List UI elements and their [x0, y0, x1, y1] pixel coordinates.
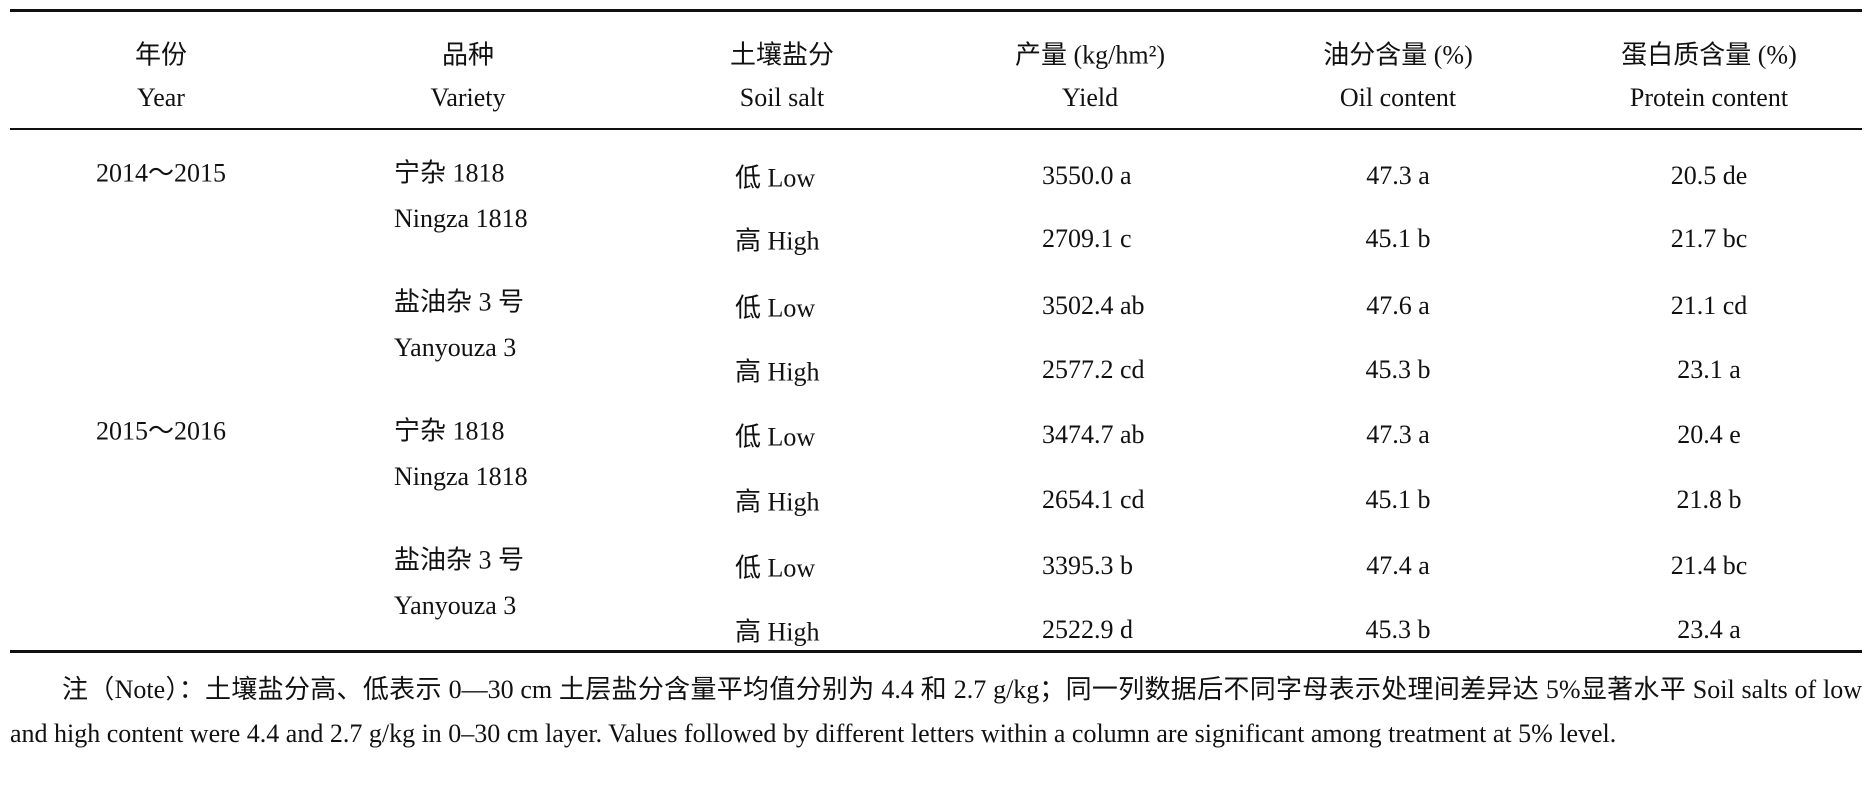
header-zh: 油分含量 (%) [1323, 40, 1473, 70]
yield-value: 3550.0 a [1042, 161, 1132, 190]
protein-value: 20.4 e [1677, 420, 1741, 449]
oil-value: 47.4 a [1366, 551, 1430, 580]
header-en: Protein content [1629, 83, 1789, 112]
year-cell: 2015～2016 [95, 416, 227, 446]
header-en: Oil content [1339, 83, 1457, 112]
oil-value: 47.6 a [1366, 291, 1430, 320]
soil-salt: 高 High [735, 226, 820, 256]
variety-en: Ningza 1818 [394, 462, 528, 491]
protein-value: 21.1 cd [1670, 291, 1748, 320]
yield-value: 2577.2 cd [1042, 355, 1145, 384]
year-cell: 2014～2015 [95, 158, 227, 188]
yield-value: 2709.1 c [1042, 224, 1132, 253]
oil-value: 47.3 a [1366, 420, 1430, 449]
oil-value: 45.1 b [1365, 485, 1431, 514]
protein-value: 20.5 de [1670, 161, 1748, 190]
header-zh: 蛋白质含量 (%) [1621, 40, 1797, 70]
header-zh: 产量 (kg/hm²) [1014, 40, 1166, 70]
header-en: Yield [1061, 83, 1119, 112]
protein-value: 23.1 a [1677, 355, 1741, 384]
variety-en: Yanyouza 3 [394, 333, 517, 362]
header-zh: 品种 [441, 40, 495, 70]
variety-en: Yanyouza 3 [394, 591, 517, 620]
header-zh: 土壤盐分 [729, 40, 835, 70]
bottom-rule [10, 650, 1862, 653]
header-en: Year [137, 83, 185, 112]
oil-value: 45.3 b [1365, 355, 1431, 384]
header-zh: 年份 [134, 40, 188, 70]
oil-value: 47.3 a [1366, 161, 1430, 190]
yield-value: 3395.3 b [1042, 551, 1133, 580]
soil-salt: 低 Low [735, 422, 816, 452]
header-en: Variety [430, 83, 506, 112]
soil-salt: 高 High [735, 357, 820, 387]
yield-value: 2654.1 cd [1042, 485, 1145, 514]
soil-salt: 低 Low [735, 163, 816, 193]
variety-zh: 宁杂 1818 [394, 158, 505, 188]
header-rule [10, 128, 1862, 130]
variety-zh: 盐油杂 3 号 [394, 287, 525, 317]
oil-value: 45.1 b [1365, 224, 1431, 253]
yield-value: 3502.4 ab [1042, 291, 1145, 320]
header-en: Soil salt [739, 83, 825, 112]
table-note: 注（Note）：土壤盐分高、低表示 0—30 cm 土层盐分含量平均值分别为 4… [10, 675, 1862, 748]
variety-en: Ningza 1818 [394, 204, 528, 233]
soil-salt: 低 Low [735, 293, 816, 323]
soil-salt: 高 High [735, 487, 820, 517]
oil-value: 45.3 b [1365, 615, 1431, 644]
protein-value: 21.7 bc [1670, 224, 1748, 253]
protein-value: 21.8 b [1676, 485, 1742, 514]
soil-salt: 高 High [735, 617, 820, 647]
variety-zh: 盐油杂 3 号 [394, 545, 525, 575]
variety-zh: 宁杂 1818 [394, 416, 505, 446]
top-rule [10, 9, 1862, 12]
protein-value: 21.4 bc [1670, 551, 1748, 580]
yield-value: 3474.7 ab [1042, 420, 1145, 449]
protein-value: 23.4 a [1677, 615, 1741, 644]
yield-value: 2522.9 d [1042, 615, 1133, 644]
soil-salt: 低 Low [735, 553, 816, 583]
